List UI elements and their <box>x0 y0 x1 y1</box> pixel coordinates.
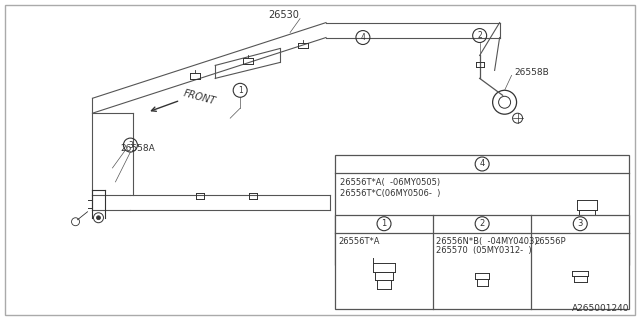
Text: A265001240: A265001240 <box>572 304 629 313</box>
Circle shape <box>97 216 100 220</box>
Text: 1: 1 <box>238 86 243 95</box>
Text: 265570  (05MY0312-  ): 265570 (05MY0312- ) <box>436 246 532 255</box>
Bar <box>335 215 629 309</box>
Text: 26556T*A(  -06MY0505): 26556T*A( -06MY0505) <box>340 178 440 187</box>
Text: 2: 2 <box>477 31 482 40</box>
Bar <box>335 155 629 265</box>
Text: 26556T*A: 26556T*A <box>338 237 380 246</box>
Text: 4: 4 <box>479 159 484 169</box>
Text: 1: 1 <box>381 219 387 228</box>
Text: 26556P: 26556P <box>534 237 566 246</box>
Text: 3: 3 <box>128 140 133 149</box>
Text: 26556N*B(  -04MY0403): 26556N*B( -04MY0403) <box>436 237 538 246</box>
Text: 4: 4 <box>360 33 365 42</box>
Text: 26530: 26530 <box>268 10 299 20</box>
Text: 26556T*C(06MY0506-  ): 26556T*C(06MY0506- ) <box>340 189 440 198</box>
Text: 26558A: 26558A <box>120 144 155 153</box>
Text: 3: 3 <box>577 219 583 228</box>
Text: 26558B: 26558B <box>515 68 549 77</box>
Text: FRONT: FRONT <box>182 88 217 107</box>
Text: 2: 2 <box>479 219 484 228</box>
